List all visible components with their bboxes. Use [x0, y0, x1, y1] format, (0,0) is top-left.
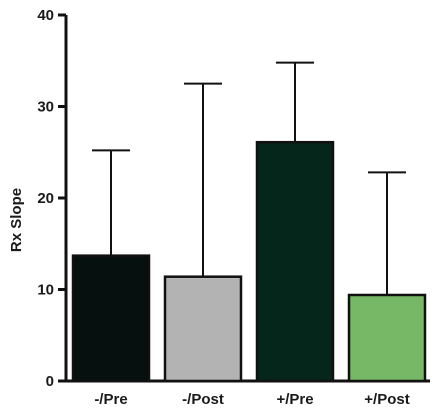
bar-4 — [347, 293, 427, 383]
y-tick-label: 20 — [37, 190, 54, 207]
y-tick-label: 0 — [46, 373, 54, 390]
bar-2 — [163, 275, 243, 383]
x-tick-labels: -/Pre -/Post +/Pre +/Post — [94, 391, 409, 408]
x-tick-label-1: -/Pre — [94, 391, 127, 408]
x-tick-label-2: -/Post — [182, 391, 224, 408]
x-tick-label-4: +/Post — [364, 391, 409, 408]
x-tick-label-3: +/Pre — [276, 391, 313, 408]
error-bars — [92, 61, 406, 295]
bars — [71, 140, 427, 383]
y-axis: 0 10 20 30 40 — [37, 7, 68, 390]
bar-3 — [255, 140, 335, 383]
y-tick-label: 40 — [37, 7, 54, 24]
y-tick-label: 10 — [37, 282, 54, 299]
bar-1 — [71, 254, 151, 383]
y-axis-title: Rx Slope — [8, 188, 25, 252]
y-tick-label: 30 — [37, 99, 54, 116]
